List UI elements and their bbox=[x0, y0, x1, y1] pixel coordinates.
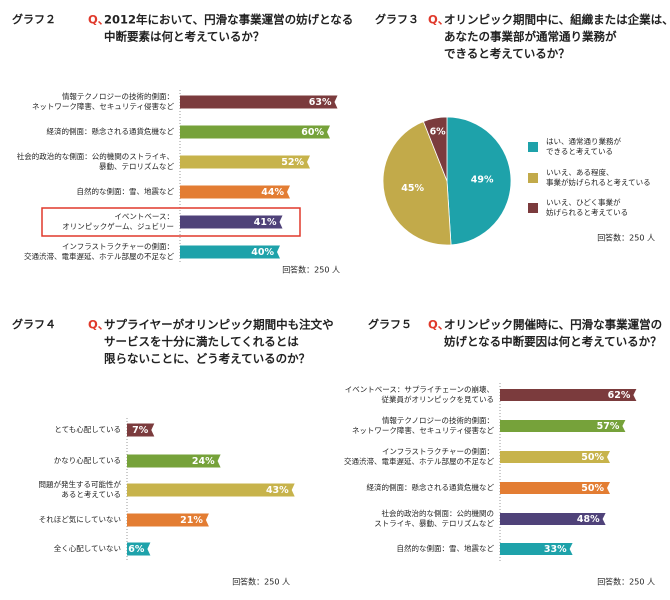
question-prefix: Q、 bbox=[428, 318, 449, 332]
category-label: ストライキ、暴動、テロリズムなど bbox=[374, 518, 494, 528]
category-label: 情報テクノロジーの技術的側面： bbox=[382, 415, 494, 425]
pie-slice bbox=[422, 116, 448, 182]
category-label: 従業員がオリンピックを見ている bbox=[382, 394, 495, 404]
value-label: 7% bbox=[132, 425, 149, 436]
bar bbox=[180, 155, 310, 169]
bar bbox=[180, 185, 290, 199]
question: サービスを十分に満たしてくれるとは bbox=[104, 335, 299, 349]
value-label: 63% bbox=[309, 97, 332, 108]
value-label: 50% bbox=[581, 483, 604, 494]
value-label: 6% bbox=[128, 544, 145, 555]
category-label: 経済的側面：懸念される通貨危機など bbox=[367, 482, 495, 492]
question: サプライヤーがオリンピック期間中も注文や bbox=[104, 318, 334, 332]
legend-swatch bbox=[528, 173, 538, 183]
value-label: 41% bbox=[254, 217, 277, 228]
legend-label: いいえ、ひどく事業が bbox=[546, 197, 621, 207]
value-label: 24% bbox=[192, 456, 215, 467]
value-label: 62% bbox=[608, 390, 631, 401]
value-label: 43% bbox=[266, 485, 289, 496]
value-label: 6% bbox=[430, 126, 447, 137]
value-label: 49% bbox=[471, 174, 494, 185]
question-prefix: Q、 bbox=[88, 318, 109, 332]
category-label: 情報テクノロジーの技術的側面： bbox=[62, 91, 174, 101]
value-label: 44% bbox=[261, 187, 284, 198]
note: 回答数：250 人 bbox=[597, 233, 655, 243]
category-label: 自然的な側面：雪、地震など bbox=[397, 543, 495, 553]
value-label: 52% bbox=[281, 157, 304, 168]
bar bbox=[500, 513, 606, 525]
legend-label: はい、通常通り業務が bbox=[546, 136, 621, 146]
chart-title: グラフ５ bbox=[368, 317, 412, 331]
pie-slice bbox=[382, 120, 452, 246]
question-prefix: Q、 bbox=[428, 13, 449, 27]
category-label: オリンピックゲーム、ジュビリー bbox=[62, 222, 174, 231]
highlight-box bbox=[41, 207, 301, 237]
category-label: 自然的な側面：雪、地震など bbox=[77, 186, 175, 196]
note: 回答数：250 人 bbox=[232, 577, 290, 587]
category-label: 暴動、テロリズムなど bbox=[99, 161, 174, 171]
legend-label: 事業が妨げられると考えている bbox=[546, 177, 651, 187]
chart-title: グラフ３ bbox=[375, 12, 419, 26]
legend-label: できると考えている bbox=[546, 147, 613, 156]
category-label: イベントベース：サプライチェーンの崩壊、 bbox=[345, 384, 494, 394]
bar bbox=[500, 389, 637, 401]
chart-title: グラフ４ bbox=[12, 317, 56, 331]
legend-label: いいえ、ある程度、 bbox=[546, 167, 614, 177]
value-label: 50% bbox=[581, 452, 604, 463]
category-label: インフラストラクチャーの側面： bbox=[382, 446, 494, 456]
question: オリンピック開催時に、円滑な事業運営の bbox=[444, 318, 662, 332]
bar bbox=[127, 423, 155, 437]
note: 回答数：250 人 bbox=[597, 577, 655, 587]
value-label: 45% bbox=[401, 183, 424, 194]
category-label: ネットワーク障害、セキュリティ侵害など bbox=[32, 101, 175, 111]
pie-slice bbox=[446, 116, 512, 246]
value-label: 48% bbox=[577, 514, 600, 525]
bar bbox=[127, 542, 151, 556]
category-label: 交通渋滞、電車遅延、ホテル部屋の不足など bbox=[344, 456, 494, 466]
bar bbox=[127, 454, 221, 468]
bar bbox=[180, 245, 280, 259]
value-label: 21% bbox=[180, 515, 203, 526]
legend-label: 妨げられると考えている bbox=[546, 207, 628, 217]
bar bbox=[180, 125, 330, 139]
chart-title: グラフ２ bbox=[12, 12, 56, 26]
note: 回答数：250 人 bbox=[282, 265, 340, 275]
bar bbox=[127, 483, 295, 497]
legend-swatch bbox=[528, 142, 538, 152]
category-label: 社会的政治的な側面：公的機関の bbox=[382, 508, 495, 518]
bar bbox=[500, 543, 573, 555]
question: オリンピック期間中に、組織または企業は、 bbox=[444, 13, 670, 27]
question: 限らないことに、どう考えているのか？ bbox=[104, 352, 310, 366]
category-label: とても心配している bbox=[54, 425, 121, 434]
value-label: 57% bbox=[597, 421, 620, 432]
bar bbox=[180, 215, 283, 229]
value-label: 33% bbox=[544, 544, 567, 555]
bar bbox=[180, 95, 338, 109]
category-label: かなり心配している bbox=[54, 456, 121, 465]
bar bbox=[500, 482, 610, 494]
value-label: 40% bbox=[251, 247, 274, 258]
question: できると考えているか？ bbox=[444, 47, 570, 61]
category-label: 全く心配していない bbox=[54, 543, 121, 553]
category-label: 社会的政治的な側面：公的機関のストライキ、 bbox=[17, 151, 174, 161]
question: あなたの事業部が通常通り業務が bbox=[444, 30, 617, 44]
category-label: インフラストラクチャーの側面： bbox=[62, 241, 174, 251]
question: 中断要素は何と考えているか？ bbox=[104, 30, 264, 44]
category-label: 経済的側面：懸念される通貨危機など bbox=[47, 126, 175, 136]
legend-swatch bbox=[528, 203, 538, 213]
bar bbox=[500, 420, 626, 432]
category-label: それほど気にしていない bbox=[39, 514, 121, 524]
category-label: イベントベース： bbox=[114, 212, 174, 221]
bar bbox=[127, 513, 209, 527]
category-label: 交通渋滞、電車遅延、ホテル部屋の不足など bbox=[24, 251, 174, 261]
category-label: 問題が発生する可能性が bbox=[39, 479, 122, 489]
bar bbox=[500, 451, 610, 463]
question: 妨げとなる中断要因は何と考えているか？ bbox=[443, 335, 662, 349]
value-label: 60% bbox=[301, 127, 324, 138]
question-prefix: Q、 bbox=[88, 13, 109, 27]
category-label: あると考えている bbox=[61, 490, 121, 499]
question: 2012年において、円滑な事業運営の妨げとなる bbox=[104, 13, 353, 27]
category-label: ネットワーク障害、セキュリティ侵害など bbox=[352, 425, 495, 435]
